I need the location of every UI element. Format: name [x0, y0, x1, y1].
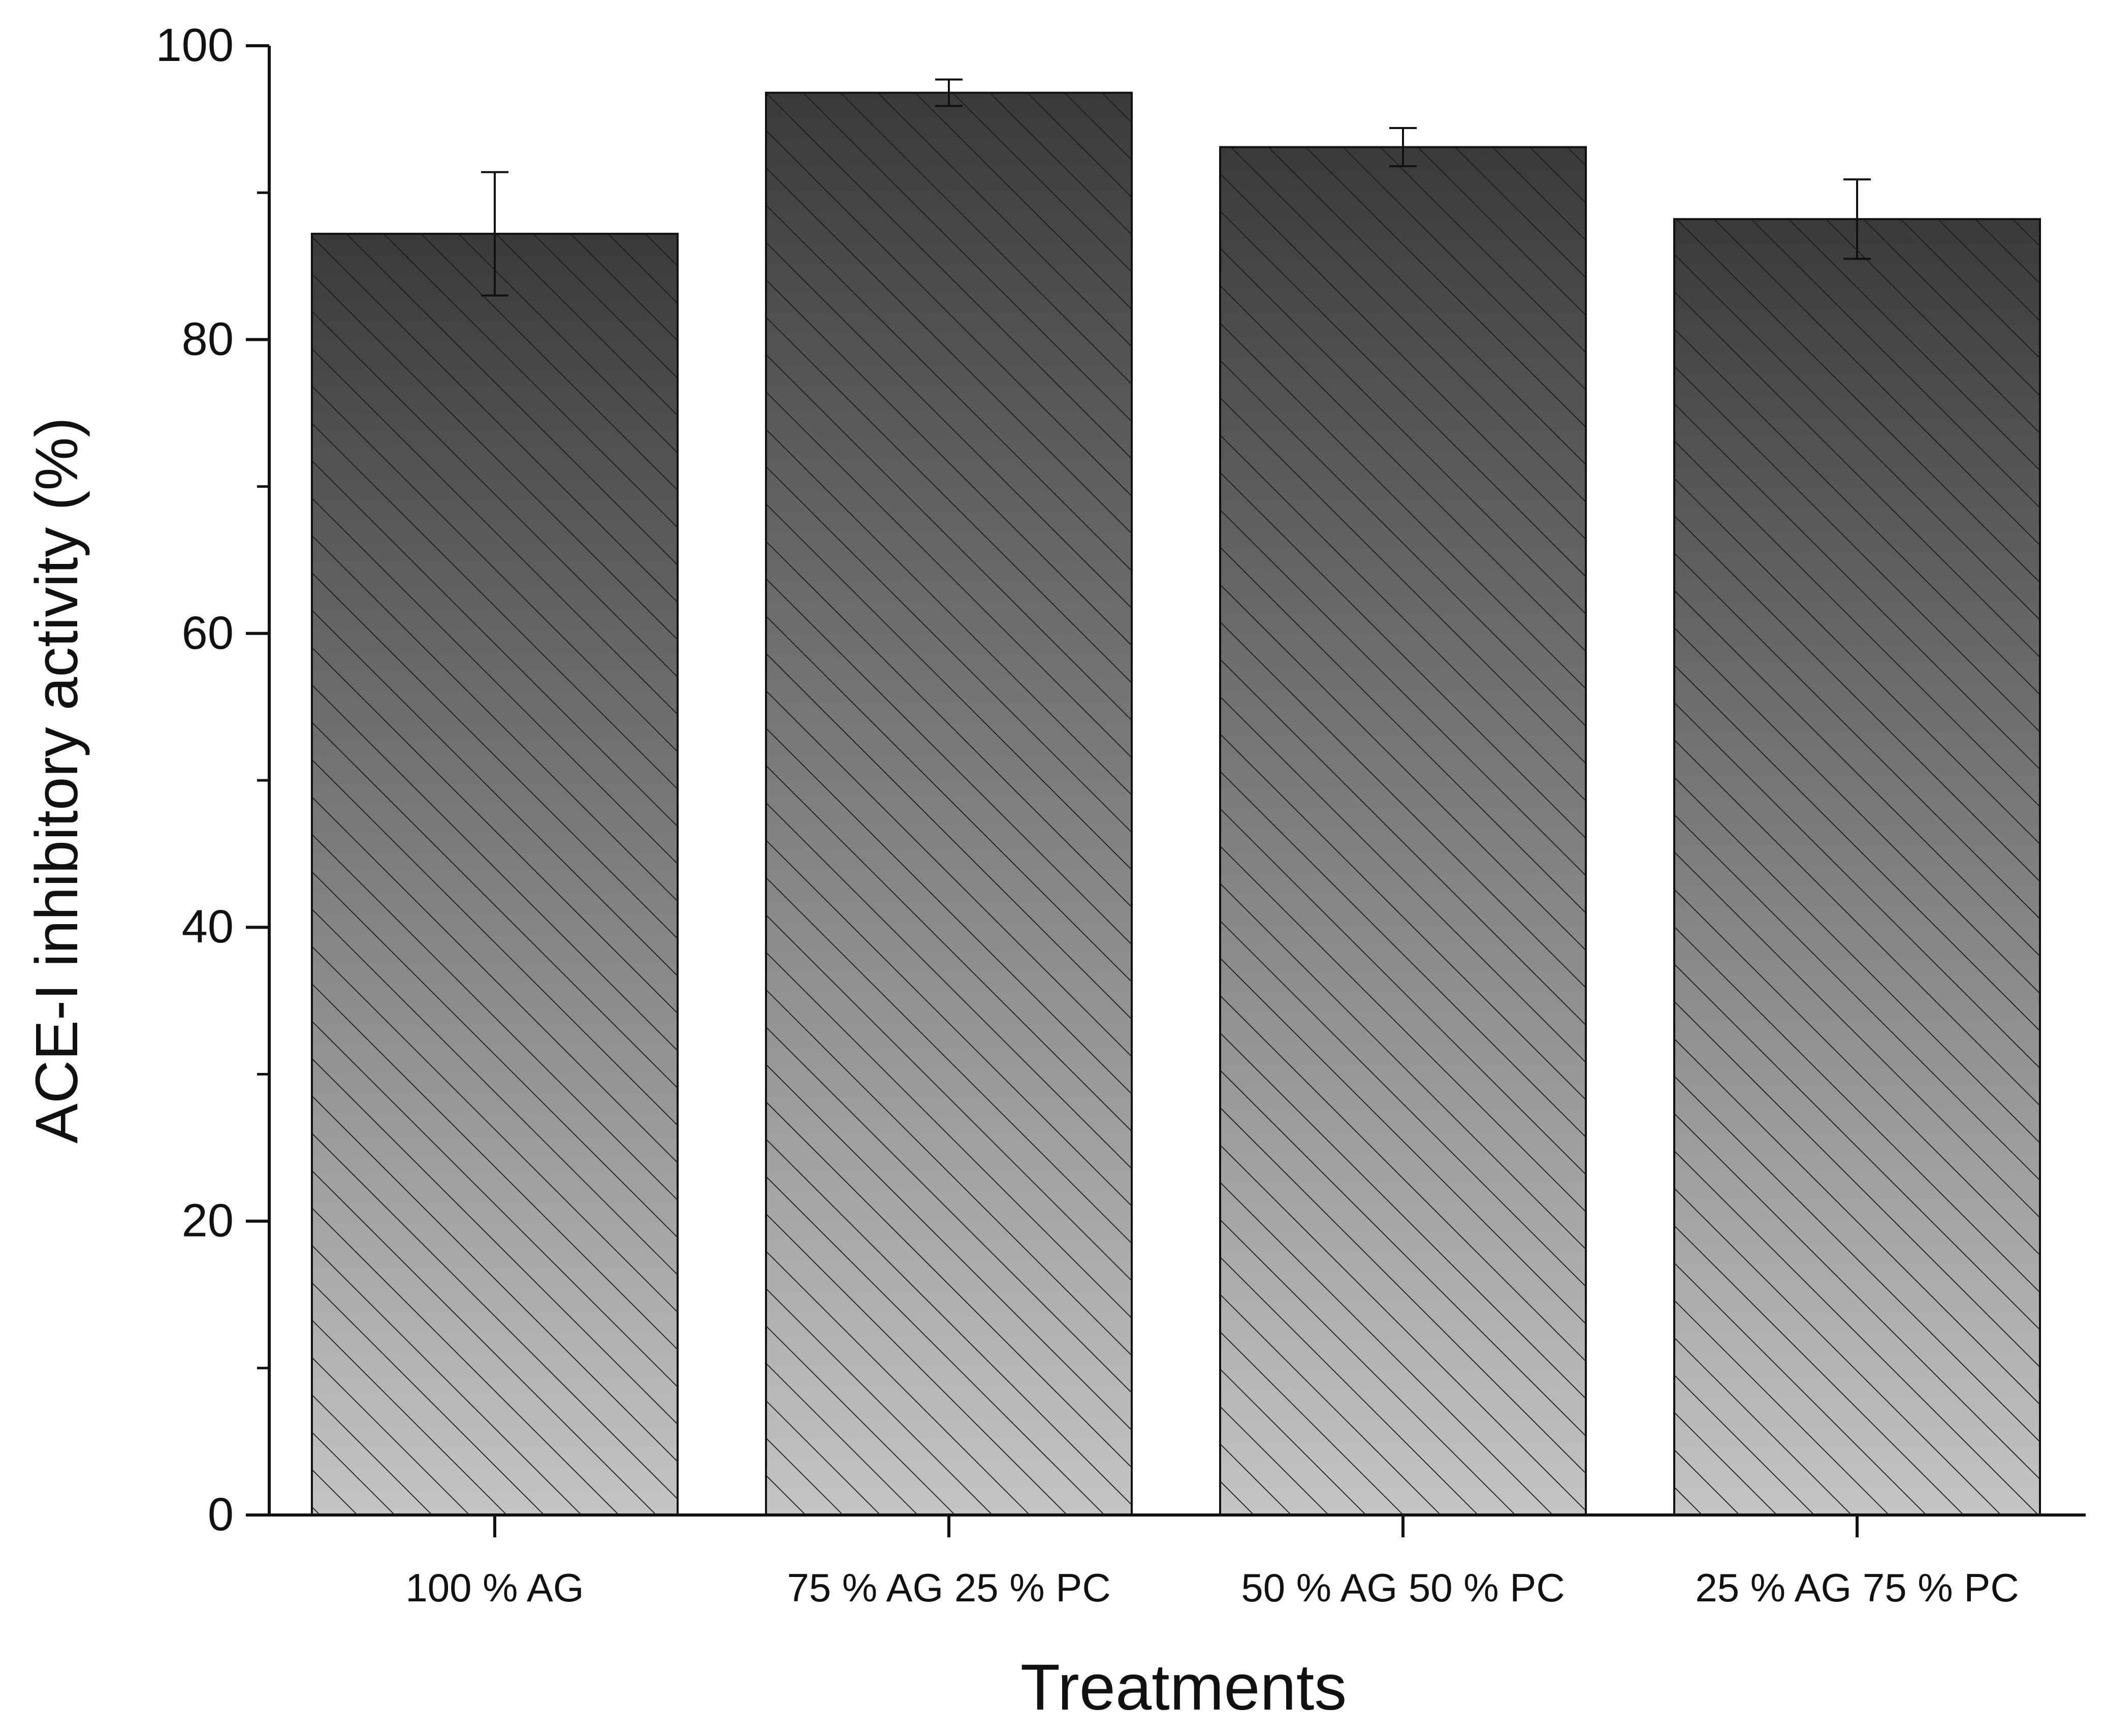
bar-2	[765, 91, 1133, 1517]
x-ticks-layer: 100 % AG 75 % AG 25 % PC 50 % AG 50 % PC 25…	[405, 1515, 2019, 1610]
x-tick-label: 100 % AG	[405, 1565, 584, 1610]
bar-hatch	[1219, 146, 1587, 1516]
y-tick-label: 40	[182, 901, 234, 953]
error-bar-2	[935, 78, 963, 107]
error-bars-layer	[481, 78, 1871, 297]
y-tick-label: 20	[182, 1195, 234, 1247]
y-tick-label: 80	[182, 313, 234, 365]
bar-hatch	[311, 233, 679, 1516]
x-tick-label: 75 % AG 25 % PC	[787, 1565, 1110, 1610]
y-tick-label: 60	[182, 607, 234, 659]
y-axis-title: ACE-I inhibitory activity (%)	[23, 417, 90, 1143]
bar-4	[1673, 218, 2041, 1516]
bar-1	[311, 233, 679, 1516]
y-tick-label: 100	[156, 19, 234, 71]
y-tick-label: 0	[208, 1489, 234, 1540]
x-tick-label: 25 % AG 75 % PC	[1695, 1565, 2019, 1610]
error-bar-1	[481, 171, 508, 297]
bar-3	[1219, 146, 1587, 1516]
bar-hatch	[765, 91, 1133, 1517]
x-axis-title: Treatments	[1020, 1651, 1347, 1724]
bars-layer	[311, 91, 2041, 1517]
y-ticks-layer: 0 20 40 60 80 100	[156, 19, 269, 1540]
error-bar-4	[1843, 178, 1871, 260]
x-tick-label: 50 % AG 50 % PC	[1241, 1565, 1565, 1610]
error-bar-3	[1389, 127, 1417, 168]
bar-hatch	[1673, 218, 2041, 1516]
